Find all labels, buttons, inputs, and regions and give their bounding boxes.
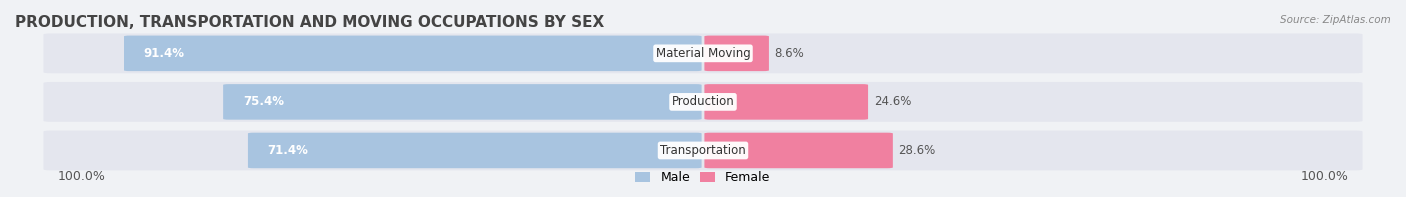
Text: Production: Production bbox=[672, 95, 734, 108]
FancyBboxPatch shape bbox=[704, 84, 868, 120]
Text: Material Moving: Material Moving bbox=[655, 47, 751, 60]
Text: 91.4%: 91.4% bbox=[143, 47, 184, 60]
Text: 28.6%: 28.6% bbox=[898, 144, 936, 157]
Legend: Male, Female: Male, Female bbox=[630, 166, 776, 189]
FancyBboxPatch shape bbox=[124, 36, 702, 71]
Text: 71.4%: 71.4% bbox=[267, 144, 308, 157]
Text: 75.4%: 75.4% bbox=[243, 95, 284, 108]
Text: 100.0%: 100.0% bbox=[58, 170, 105, 183]
FancyBboxPatch shape bbox=[44, 82, 1362, 122]
Text: PRODUCTION, TRANSPORTATION AND MOVING OCCUPATIONS BY SEX: PRODUCTION, TRANSPORTATION AND MOVING OC… bbox=[15, 15, 605, 30]
FancyBboxPatch shape bbox=[44, 131, 1362, 170]
Text: 24.6%: 24.6% bbox=[873, 95, 911, 108]
Text: Transportation: Transportation bbox=[661, 144, 745, 157]
FancyBboxPatch shape bbox=[704, 133, 893, 168]
Text: 8.6%: 8.6% bbox=[775, 47, 804, 60]
Text: 100.0%: 100.0% bbox=[1301, 170, 1348, 183]
Text: Source: ZipAtlas.com: Source: ZipAtlas.com bbox=[1279, 15, 1391, 25]
FancyBboxPatch shape bbox=[44, 33, 1362, 73]
FancyBboxPatch shape bbox=[704, 36, 769, 71]
FancyBboxPatch shape bbox=[247, 133, 702, 168]
FancyBboxPatch shape bbox=[224, 84, 702, 120]
